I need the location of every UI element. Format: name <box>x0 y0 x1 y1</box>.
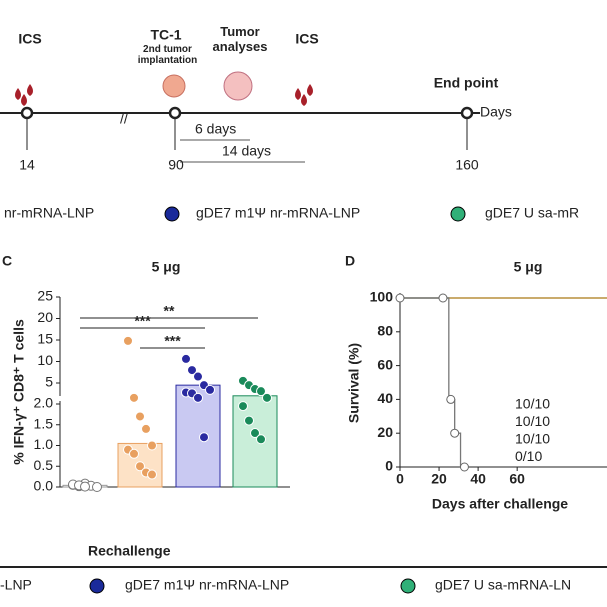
y-tick-label: 2.0 <box>34 395 54 411</box>
axis-label: Days <box>480 104 512 120</box>
data-point <box>193 392 203 403</box>
event-label: Tumor analyses <box>212 24 268 54</box>
legend-text: 10/10 <box>515 396 550 412</box>
y-tick-label: 5 <box>45 374 53 390</box>
data-point <box>187 365 197 376</box>
legend-swatch <box>89 578 105 594</box>
data-point <box>256 434 266 445</box>
timeline-nodes <box>20 106 474 163</box>
legend-text: gDE7 m1Ψ nr-mRNA-LNP <box>125 577 289 593</box>
y-tick-label: 0.5 <box>34 457 54 473</box>
legend-swatch <box>400 578 416 594</box>
y-tick-label: 1.0 <box>34 436 54 452</box>
event-label: ICS <box>295 31 318 47</box>
x-tick-label: 60 <box>509 471 525 487</box>
bar <box>232 395 278 488</box>
data-point <box>129 448 139 459</box>
censor-marker <box>446 394 456 404</box>
x-tick-label: 40 <box>470 471 486 487</box>
legend-text: nr-mRNA-LNP <box>4 205 94 221</box>
span-label: 6 days <box>195 121 236 137</box>
data-point <box>92 482 102 492</box>
survival-line <box>400 297 465 468</box>
significance-label: *** <box>134 313 151 329</box>
data-point <box>123 335 133 346</box>
blood-drops <box>15 84 313 106</box>
legend-text: -LNP <box>0 577 32 593</box>
axis-break: // <box>120 111 128 127</box>
tick-label: 14 <box>19 157 35 173</box>
legend-text: gDE7 U sa-mR <box>485 205 579 221</box>
axis-break <box>55 396 65 401</box>
section-title: Rechallenge <box>88 543 171 559</box>
event-label: Tumor analyses <box>212 24 268 54</box>
event-label: TC-1 <box>150 27 181 43</box>
legend-text: gDE7 m1Ψ nr-mRNA-LNP <box>196 205 360 221</box>
censor-marker <box>438 293 448 303</box>
y-axis-label: % IFN-γ⁺ CD8⁺ T cells <box>11 319 27 465</box>
data-point <box>147 440 157 451</box>
data-point <box>193 371 203 382</box>
event-sublabel: 2nd tumor implantation <box>137 44 198 66</box>
data-point <box>181 353 191 364</box>
y-tick-label: 25 <box>37 288 53 304</box>
legend-text: 0/10 <box>515 448 542 464</box>
panel-label: C <box>2 253 12 269</box>
data-point <box>238 401 248 412</box>
y-axis-label: Survival (%) <box>346 343 362 423</box>
y-tick-label: 0 <box>385 458 393 474</box>
data-point <box>199 432 209 443</box>
event-sublabel: 2nd tumor implantation <box>137 44 198 66</box>
x-axis-label: Days after challenge <box>432 496 568 512</box>
y-tick-label: 10 <box>37 352 53 368</box>
y-tick-label: 80 <box>377 323 393 339</box>
x-tick-label: 0 <box>396 471 404 487</box>
data-point <box>80 481 90 492</box>
significance-label: ** <box>164 303 175 319</box>
tumor-icon <box>223 71 253 101</box>
y-tick-label: 60 <box>377 356 393 372</box>
event-label: ICS <box>18 31 41 47</box>
data-point <box>262 392 272 403</box>
y-tick-label: 0.0 <box>34 478 54 494</box>
y-tick-label: 20 <box>377 424 393 440</box>
span-label: 14 days <box>222 143 271 159</box>
censor-marker <box>395 293 405 303</box>
legend-swatch <box>164 206 180 222</box>
censor-marker <box>459 462 469 472</box>
tumor-icon <box>162 74 186 98</box>
y-tick-label: 20 <box>37 309 53 325</box>
data-point <box>256 386 266 397</box>
legend-text: 10/10 <box>515 431 550 447</box>
data-point <box>141 423 151 434</box>
y-tick-label: 100 <box>370 289 394 305</box>
data-point <box>250 428 260 439</box>
panel-label: D <box>345 253 355 269</box>
legend-text: gDE7 U sa-mRNA-LN <box>435 577 571 593</box>
chart-title: 5 μg <box>514 259 543 275</box>
data-point <box>205 384 215 395</box>
y-tick-label: 1.5 <box>34 415 54 431</box>
event-label: End point <box>434 75 499 91</box>
y-tick-label: 15 <box>37 331 53 347</box>
x-tick-label: 20 <box>431 471 447 487</box>
data-point <box>135 411 145 422</box>
data-point <box>135 461 145 472</box>
chart-title: 5 μg <box>152 259 181 275</box>
tick-label: 90 <box>168 157 184 173</box>
legend-swatch <box>450 206 466 222</box>
censor-marker <box>450 428 460 438</box>
y-tick-label: 40 <box>377 390 393 406</box>
significance-label: *** <box>164 333 181 349</box>
data-point <box>129 392 139 403</box>
legend-text: 10/10 <box>515 413 550 429</box>
data-point <box>244 415 254 426</box>
tick-label: 160 <box>455 157 479 173</box>
data-point <box>147 469 157 480</box>
